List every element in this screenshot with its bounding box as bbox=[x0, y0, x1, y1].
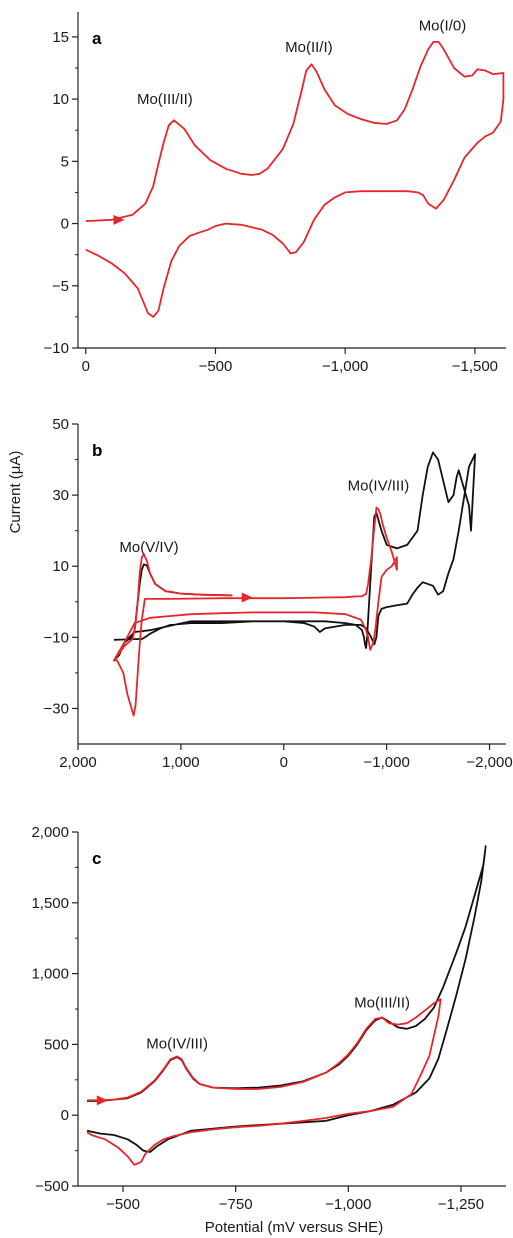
series-line-black bbox=[113, 451, 476, 662]
x-tick-label: −1,000 bbox=[325, 1196, 371, 1213]
y-tick-label: 0 bbox=[61, 1107, 69, 1124]
x-tick-label: 1,000 bbox=[162, 754, 200, 771]
peak-annotation: Mo(IV/III) bbox=[146, 1036, 208, 1053]
x-axis-title: Potential (mV versus SHE) bbox=[205, 1219, 383, 1236]
x-tick-label: 2,000 bbox=[59, 754, 97, 771]
y-tick-label: −5 bbox=[52, 278, 69, 295]
y-tick-label: −10 bbox=[44, 629, 69, 646]
x-tick-label: −2,000 bbox=[466, 754, 512, 771]
y-tick-label: 15 bbox=[52, 29, 69, 46]
x-tick-label: −1,250 bbox=[438, 1196, 484, 1213]
y-tick-label: 10 bbox=[52, 558, 69, 575]
y-tick-label: −10 bbox=[44, 340, 69, 357]
series-line-black bbox=[86, 845, 487, 1153]
y-tick-label: 1,000 bbox=[31, 966, 69, 983]
y-tick-label: 5 bbox=[61, 153, 69, 170]
y-tick-label: 1,500 bbox=[31, 895, 69, 912]
x-tick-label: −1,500 bbox=[452, 358, 498, 375]
y-tick-label: 50 bbox=[52, 416, 69, 433]
y-tick-label: 10 bbox=[52, 91, 69, 108]
y-tick-label: −30 bbox=[44, 700, 69, 717]
x-tick-label: −750 bbox=[219, 1196, 253, 1213]
series-line-red bbox=[113, 506, 398, 717]
y-axis-title: Current (μA) bbox=[7, 451, 24, 534]
panel-b: 50 30 10 −10 −30 2,000 1,000 0 −1,000 −2,000 Mo(V/… bbox=[44, 416, 513, 771]
peak-annotation: Mo(I/0) bbox=[419, 18, 467, 35]
x-tick-label: 0 bbox=[82, 358, 90, 375]
x-tick-label: −500 bbox=[106, 1196, 140, 1213]
peak-annotation: Mo(V/IV) bbox=[119, 539, 178, 556]
x-tick-label: 0 bbox=[280, 754, 288, 771]
series-line-red bbox=[85, 41, 505, 318]
y-tick-label: 500 bbox=[44, 1036, 69, 1053]
x-tick-label: −500 bbox=[199, 358, 233, 375]
peak-annotation: Mo(III/II) bbox=[137, 91, 193, 108]
panel-a: 15 10 5 0 −5 −10 0 −500 −1,000 −1,500 Mo(III/II) Mo… bbox=[44, 12, 506, 375]
x-tick-label: −1,000 bbox=[322, 358, 368, 375]
peak-annotation: Mo(IV/III) bbox=[348, 477, 410, 494]
panel-letter: b bbox=[92, 441, 102, 460]
panel-letter: c bbox=[92, 849, 101, 868]
panel-c: 2,000 1,500 1,000 500 0 −500 −500 −750 −1,000 −1,… bbox=[31, 824, 506, 1213]
y-tick-label: 2,000 bbox=[31, 824, 69, 841]
scan-direction-arrow bbox=[241, 592, 253, 603]
x-tick-label: −1,000 bbox=[364, 754, 410, 771]
scan-direction-arrow bbox=[113, 214, 125, 225]
y-tick-label: 30 bbox=[52, 487, 69, 504]
series-line-red bbox=[86, 998, 442, 1166]
y-tick-label: 0 bbox=[61, 216, 69, 233]
y-tick-label: −500 bbox=[35, 1178, 69, 1195]
panel-letter: a bbox=[92, 29, 102, 48]
peak-annotation: Mo(II/I) bbox=[285, 39, 333, 56]
peak-annotation: Mo(III/II) bbox=[354, 995, 410, 1012]
scan-direction-arrow bbox=[96, 1095, 108, 1106]
